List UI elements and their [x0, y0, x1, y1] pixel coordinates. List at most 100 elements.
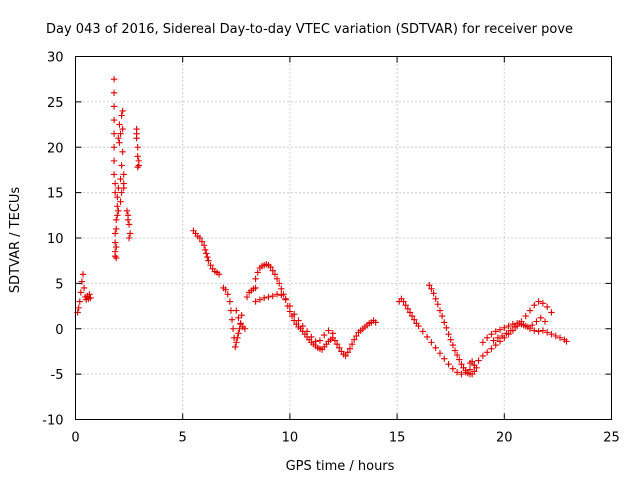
data-point	[256, 296, 264, 303]
data-point	[120, 171, 127, 178]
data-point	[404, 305, 412, 312]
data-point	[110, 130, 118, 137]
data-point	[110, 171, 118, 178]
data-point	[445, 360, 452, 368]
data-point	[123, 207, 131, 214]
data-point	[119, 148, 126, 155]
data-point	[269, 292, 276, 300]
data-point	[516, 320, 523, 327]
data-point	[252, 284, 259, 292]
data-point	[222, 286, 229, 293]
data-point	[449, 341, 457, 349]
data-point	[488, 345, 495, 352]
data-point	[111, 239, 119, 246]
data-point	[443, 324, 450, 332]
data-point	[111, 180, 119, 187]
data-point	[260, 294, 268, 302]
y-tick-label: 20	[47, 141, 64, 156]
data-point	[483, 349, 491, 356]
x-tick-label: 15	[389, 431, 406, 446]
y-tick-label: -5	[51, 368, 64, 383]
data-point	[321, 331, 328, 339]
data-point	[402, 301, 409, 309]
data-point	[111, 189, 119, 196]
data-point	[441, 319, 448, 326]
data-point	[134, 164, 141, 171]
series-C	[123, 125, 142, 242]
data-point	[451, 347, 459, 354]
data-point	[344, 349, 351, 356]
x-axis-label: GPS time / hours	[286, 459, 395, 474]
data-point	[120, 184, 127, 192]
data-point	[113, 254, 120, 262]
data-point	[111, 248, 119, 255]
series-H	[252, 291, 336, 345]
data-point	[563, 338, 570, 345]
series-A	[74, 271, 94, 316]
data-point	[215, 271, 223, 278]
data-point	[471, 361, 478, 369]
data-point	[445, 330, 452, 338]
data-point	[556, 334, 564, 342]
data-point	[423, 333, 431, 341]
data-point	[110, 75, 118, 83]
data-point	[483, 334, 491, 342]
data-point	[526, 307, 534, 314]
series-K	[466, 320, 570, 369]
data-point	[133, 130, 140, 137]
data-point	[348, 340, 356, 348]
data-point	[110, 116, 118, 124]
data-point	[490, 337, 497, 344]
data-point	[115, 184, 122, 192]
data-point	[265, 293, 272, 301]
data-point	[453, 351, 461, 359]
x-tick-label: 5	[179, 431, 187, 446]
y-tick-label: 10	[47, 232, 64, 247]
data-point	[207, 262, 214, 269]
data-point	[308, 333, 315, 341]
data-point	[299, 322, 306, 330]
data-point	[119, 107, 126, 115]
data-point	[548, 330, 555, 338]
data-point	[503, 330, 510, 337]
data-point	[226, 298, 234, 305]
data-point	[372, 319, 379, 326]
data-point	[235, 330, 242, 337]
data-point	[426, 281, 433, 289]
axis-ticks: 0 5 10 15 20 25 -10 -5 0 5 10 15 20 25 30	[42, 51, 620, 446]
data-point	[79, 271, 87, 278]
data-point	[453, 369, 461, 376]
data-point	[552, 332, 559, 340]
data-point	[254, 269, 261, 276]
data-point	[447, 336, 454, 343]
data-point	[234, 334, 241, 342]
data-point	[114, 203, 121, 210]
data-point	[342, 352, 349, 360]
data-point	[353, 332, 360, 340]
data-point	[428, 339, 435, 346]
data-point	[117, 198, 124, 205]
x-tick-label: 10	[282, 431, 299, 446]
data-point	[428, 285, 435, 293]
y-tick-label: 30	[47, 51, 64, 66]
data-point	[475, 357, 482, 364]
data-point	[118, 189, 125, 196]
data-point	[479, 352, 487, 360]
series-F	[233, 284, 259, 332]
data-point	[134, 153, 141, 160]
series-J	[426, 281, 480, 378]
data-point	[271, 271, 279, 278]
data-point	[496, 338, 504, 345]
grid-lines	[75, 56, 612, 420]
data-point	[336, 344, 343, 352]
data-point	[539, 327, 547, 334]
series-L	[490, 314, 549, 344]
data-point	[196, 234, 204, 242]
data-point	[126, 230, 134, 237]
data-point	[118, 162, 125, 169]
data-point	[229, 325, 237, 332]
data-point	[406, 309, 414, 316]
data-point	[329, 330, 336, 337]
data-point	[205, 257, 212, 264]
data-point	[198, 238, 206, 245]
